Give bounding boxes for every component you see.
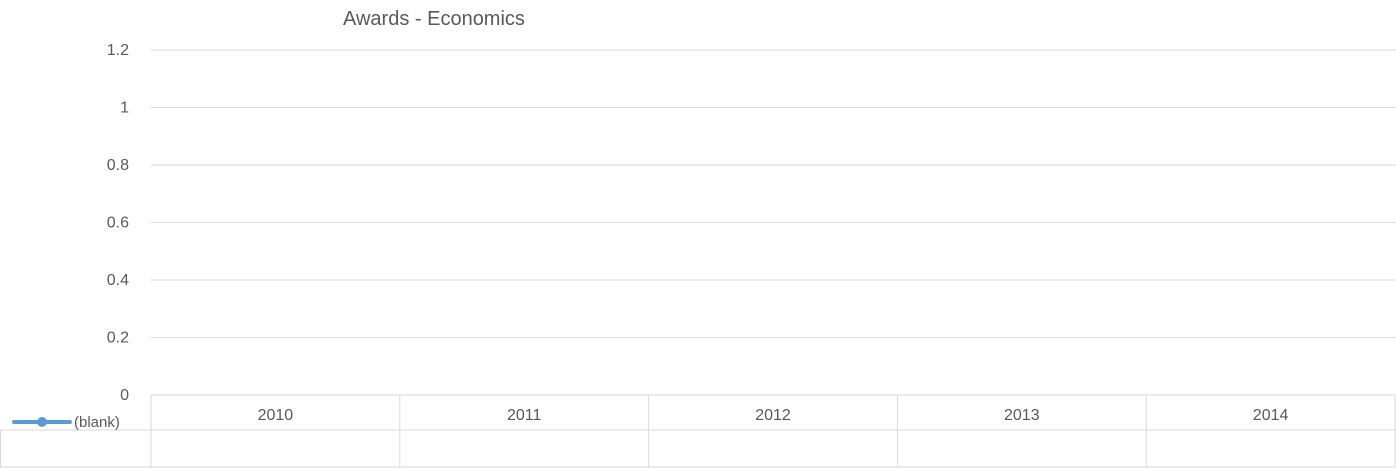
y-tick-label: 0.4 xyxy=(107,272,129,289)
data-table xyxy=(0,394,1396,468)
y-tick-label: 0.6 xyxy=(107,215,129,232)
x-category-label: 2011 xyxy=(507,407,542,424)
x-category-label: 2010 xyxy=(258,407,294,424)
y-tick-label: 1.2 xyxy=(107,42,129,59)
chart-title: Awards - Economics xyxy=(343,8,525,30)
x-axis-category-labels: 2010 2011 2012 2013 2014 xyxy=(258,407,1289,424)
y-tick-label: 0.8 xyxy=(107,157,129,174)
legend-line-marker-icon xyxy=(12,417,72,427)
x-category-label: 2013 xyxy=(1004,407,1040,424)
y-tick-label: 1 xyxy=(120,100,129,117)
x-category-label: 2012 xyxy=(755,407,791,424)
x-category-label: 2014 xyxy=(1253,407,1289,424)
gridlines xyxy=(151,49,1396,338)
y-axis-tick-labels: 0 0.2 0.4 0.6 0.8 1 1.2 xyxy=(107,42,129,404)
y-tick-label: 0 xyxy=(120,387,129,404)
y-tick-label: 0.2 xyxy=(107,330,129,347)
legend: (blank) xyxy=(12,412,120,432)
legend-label: (blank) xyxy=(74,413,120,431)
